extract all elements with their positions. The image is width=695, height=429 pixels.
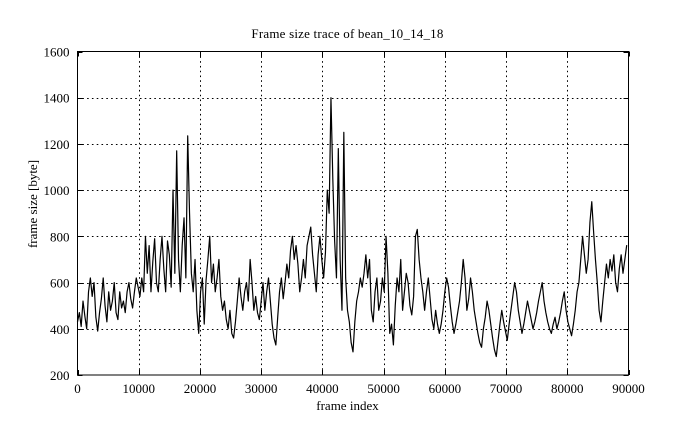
svg-text:10000: 10000 bbox=[122, 381, 155, 396]
svg-text:400: 400 bbox=[50, 322, 70, 337]
plot-frame bbox=[77, 51, 629, 376]
svg-text:40000: 40000 bbox=[306, 381, 339, 396]
svg-text:50000: 50000 bbox=[367, 381, 400, 396]
gridlines bbox=[77, 51, 629, 375]
y-tick-labels: 200 400 600 800 1000 1200 1400 1600 bbox=[44, 45, 70, 384]
svg-text:800: 800 bbox=[50, 229, 70, 244]
svg-text:30000: 30000 bbox=[245, 381, 278, 396]
y-axis-label: frame size [byte] bbox=[25, 159, 40, 249]
svg-text:90000: 90000 bbox=[612, 381, 645, 396]
svg-text:200: 200 bbox=[50, 368, 70, 383]
svg-text:1600: 1600 bbox=[44, 45, 70, 60]
x-tick-labels: 0 10000 20000 30000 40000 50000 60000 70000 8000… bbox=[74, 381, 645, 396]
data-series bbox=[76, 97, 628, 358]
svg-text:1200: 1200 bbox=[44, 137, 70, 152]
svg-text:1000: 1000 bbox=[44, 183, 70, 198]
svg-text:70000: 70000 bbox=[490, 381, 523, 396]
x-axis-label: frame index bbox=[316, 398, 379, 413]
svg-text:600: 600 bbox=[50, 276, 70, 291]
svg-text:0: 0 bbox=[74, 381, 81, 396]
y-axis-label-wrapper: frame size [byte] bbox=[24, 104, 42, 304]
chart-title: Frame size trace of bean_10_14_18 bbox=[251, 26, 444, 41]
tick-marks bbox=[77, 51, 630, 376]
svg-text:20000: 20000 bbox=[184, 381, 217, 396]
svg-text:1400: 1400 bbox=[44, 91, 70, 106]
svg-text:80000: 80000 bbox=[551, 381, 584, 396]
svg-text:60000: 60000 bbox=[429, 381, 462, 396]
